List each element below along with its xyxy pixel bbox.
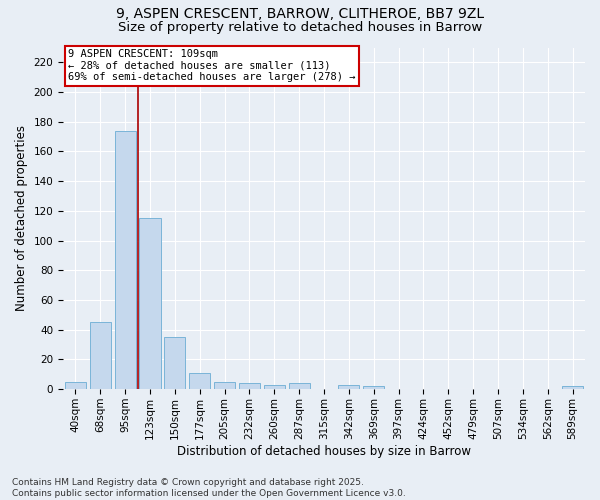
X-axis label: Distribution of detached houses by size in Barrow: Distribution of detached houses by size … bbox=[177, 444, 471, 458]
Bar bbox=[189, 373, 210, 389]
Bar bbox=[214, 382, 235, 389]
Bar bbox=[264, 384, 285, 389]
Bar bbox=[239, 383, 260, 389]
Bar bbox=[289, 383, 310, 389]
Bar bbox=[90, 322, 111, 389]
Bar bbox=[164, 337, 185, 389]
Text: 9 ASPEN CRESCENT: 109sqm
← 28% of detached houses are smaller (113)
69% of semi-: 9 ASPEN CRESCENT: 109sqm ← 28% of detach… bbox=[68, 49, 356, 82]
Bar bbox=[115, 130, 136, 389]
Y-axis label: Number of detached properties: Number of detached properties bbox=[15, 126, 28, 312]
Bar bbox=[363, 386, 384, 389]
Bar bbox=[562, 386, 583, 389]
Text: Size of property relative to detached houses in Barrow: Size of property relative to detached ho… bbox=[118, 21, 482, 34]
Bar bbox=[139, 218, 161, 389]
Bar bbox=[65, 382, 86, 389]
Text: Contains HM Land Registry data © Crown copyright and database right 2025.
Contai: Contains HM Land Registry data © Crown c… bbox=[12, 478, 406, 498]
Text: 9, ASPEN CRESCENT, BARROW, CLITHEROE, BB7 9ZL: 9, ASPEN CRESCENT, BARROW, CLITHEROE, BB… bbox=[116, 8, 484, 22]
Bar bbox=[338, 384, 359, 389]
